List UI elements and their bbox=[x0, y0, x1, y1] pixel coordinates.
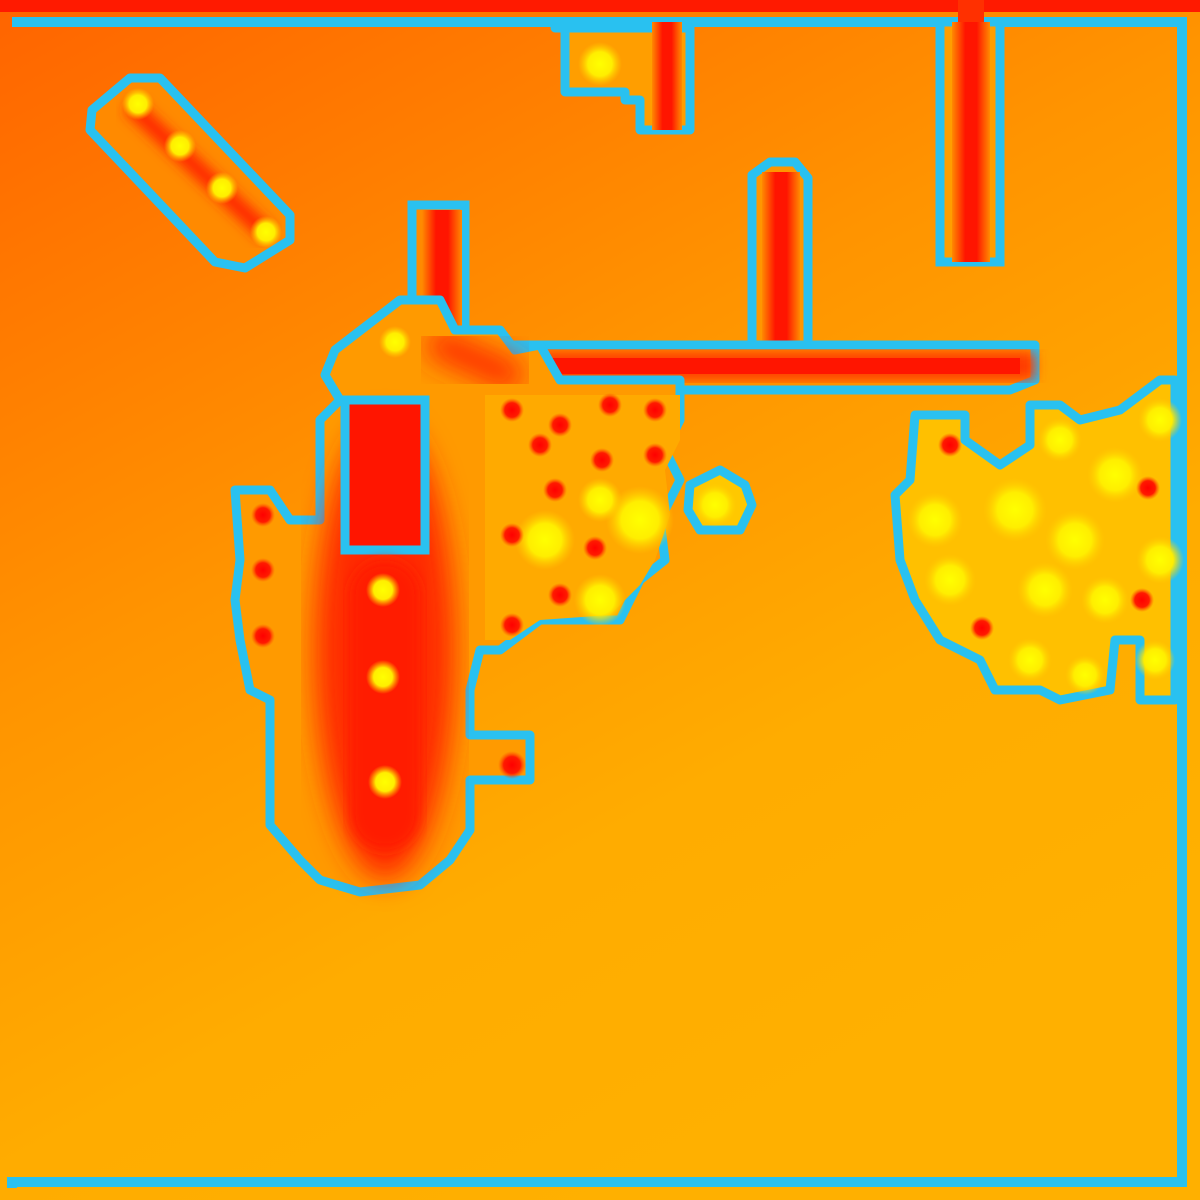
dotted-cluster-right bbox=[890, 375, 1184, 705]
frame-outline bbox=[7, 17, 1187, 1188]
small-bubble bbox=[683, 465, 757, 535]
top-notch bbox=[550, 22, 695, 135]
diagonal-strip bbox=[85, 73, 295, 273]
dotted-cluster-center bbox=[485, 393, 680, 640]
frame-top-edge bbox=[0, 0, 1200, 12]
stub-bar bbox=[747, 157, 813, 350]
vertical-bar-right bbox=[935, 0, 1005, 267]
